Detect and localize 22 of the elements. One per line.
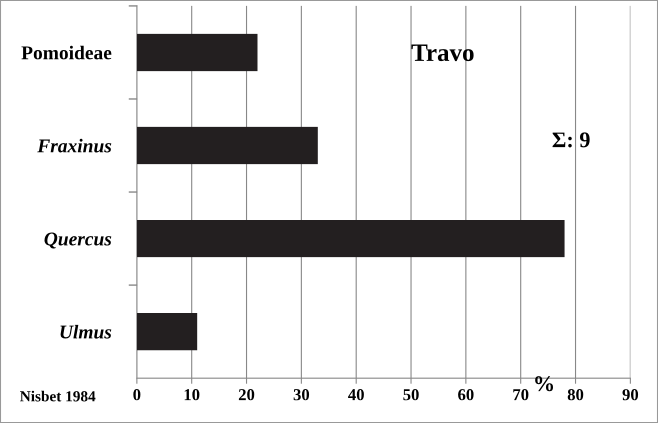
y-tick-label: Ulmus bbox=[60, 324, 112, 339]
y-tick-label: Pomoideae bbox=[21, 46, 112, 60]
bar bbox=[136, 34, 258, 72]
x-tick-label: 0 bbox=[133, 389, 140, 400]
text: Travo bbox=[412, 44, 474, 62]
bar bbox=[136, 313, 198, 350]
x-tick-label: 50 bbox=[403, 389, 419, 400]
text: Nisbet 1984 bbox=[20, 390, 96, 402]
x-axis-title: % bbox=[535, 376, 554, 392]
x-tick-label: 10 bbox=[184, 389, 200, 400]
x-tick-label: 90 bbox=[622, 389, 638, 400]
y-tick-label: Quercus bbox=[44, 232, 112, 248]
bar bbox=[136, 220, 565, 258]
bar bbox=[136, 126, 318, 164]
x-tick-label: 40 bbox=[348, 389, 364, 400]
x-tick-label: 30 bbox=[294, 389, 310, 400]
annotation: Σ: 9 bbox=[552, 132, 590, 148]
x-tick-label: 60 bbox=[458, 389, 474, 400]
y-tick-label: Fraxinus bbox=[37, 138, 112, 152]
x-tick-label: 70 bbox=[513, 389, 528, 400]
x-tick-label: 20 bbox=[238, 389, 254, 400]
x-tick-label: 80 bbox=[568, 389, 584, 400]
